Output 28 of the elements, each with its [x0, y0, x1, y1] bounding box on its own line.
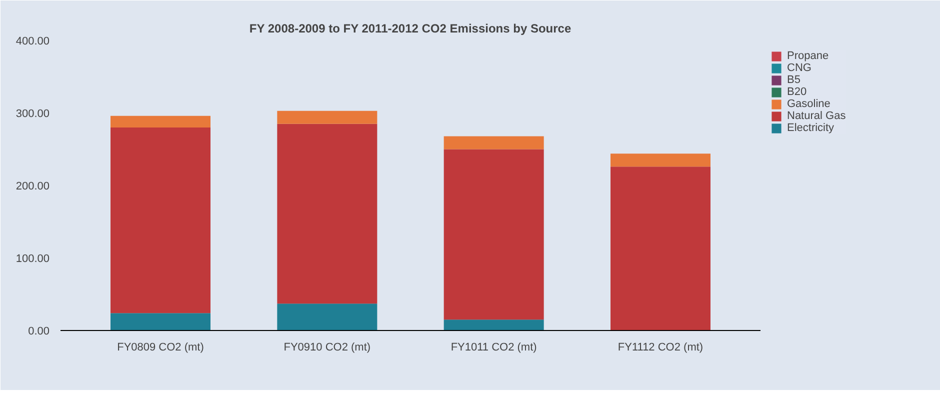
chart-title: FY 2008-2009 to FY 2011-2012 CO2 Emissions by Source: [249, 22, 572, 36]
bar: [110, 313, 210, 330]
y-tick-label: 200.00: [16, 180, 50, 192]
y-tick-label: 400.00: [16, 36, 50, 48]
legend-label: B5: [787, 74, 802, 86]
x-tick-label: FY0809 CO2 (mt): [117, 342, 204, 354]
bar: [610, 154, 710, 167]
x-tick-label: FY1112 CO2 (mt): [618, 342, 704, 354]
x-tick-label: FY1011 CO2 (mt): [450, 342, 537, 354]
bar: [444, 136, 544, 150]
bar: [110, 128, 210, 314]
bar: [610, 166, 710, 330]
bar: [444, 149, 544, 320]
legend-label: Electricity: [787, 122, 834, 134]
legend-label: B20: [787, 86, 807, 98]
legend-label: CNG: [787, 62, 812, 74]
y-tick-label: 300.00: [16, 108, 50, 120]
legend-label: Gasoline: [787, 98, 830, 110]
bar: [277, 124, 378, 304]
y-tick-label: 100.00: [16, 253, 50, 265]
bar: [277, 304, 378, 330]
bar: [277, 110, 378, 124]
bar: [444, 320, 544, 330]
x-tick-label: FY0910 CO2 (mt): [284, 342, 371, 354]
legend-label: Propane: [787, 50, 829, 62]
bar: [110, 116, 210, 128]
y-tick-label: 0.00: [28, 326, 50, 338]
legend-label: Natural Gas: [787, 110, 846, 122]
